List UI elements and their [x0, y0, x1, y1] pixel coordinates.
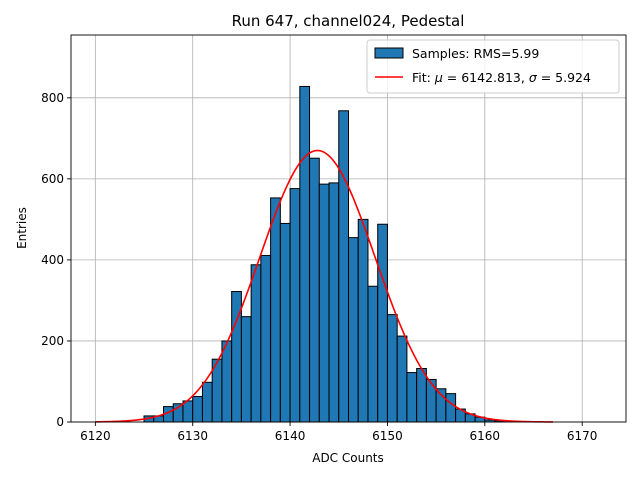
- legend-samples-label: Samples: RMS=5.99: [412, 46, 539, 61]
- legend-fit-label: Fit: μ = 6142.813, σ = 5.924: [412, 70, 591, 85]
- y-axis-ticks: 0 200 400 600 800: [41, 91, 71, 429]
- legend-box: [366, 39, 620, 94]
- x-axis-label: ADC Counts: [312, 451, 384, 465]
- y-axis-label: Entries: [15, 207, 29, 249]
- legend-samples-swatch: [374, 47, 404, 59]
- x-tick-label: 6120: [80, 429, 111, 443]
- y-tick-label: 0: [56, 415, 64, 429]
- histogram-bar: [367, 285, 379, 423]
- y-tick-label: 200: [41, 334, 64, 348]
- histogram-bar: [182, 400, 194, 423]
- histogram-bar: [338, 110, 349, 423]
- axes-frame: [70, 34, 627, 423]
- histogram-bar: [406, 372, 418, 423]
- histogram-bar: [260, 254, 272, 423]
- histogram-bar: [377, 223, 388, 423]
- histogram-bar: [192, 395, 203, 423]
- x-tick-label: 6130: [177, 429, 208, 443]
- histogram-bar: [240, 316, 252, 423]
- x-tick-label: 6140: [275, 429, 306, 443]
- legend-fit-mu: μ: [434, 70, 443, 85]
- legend-fit-mu-value: = 6142.813,: [443, 70, 529, 85]
- x-tick-label: 6160: [470, 429, 501, 443]
- y-tick-label: 800: [41, 91, 64, 105]
- legend-fit-sigma: σ: [529, 70, 538, 85]
- histogram-bar: [289, 188, 301, 423]
- fit-curve: [95, 149, 553, 423]
- x-tick-label: 6170: [567, 429, 598, 443]
- legend-fit-prefix: Fit:: [412, 70, 435, 85]
- legend-fit-sigma-value: = 5.924: [537, 70, 591, 85]
- chart-title: Run 647, channel024, Pedestal: [232, 12, 465, 30]
- histogram-bar: [299, 85, 311, 423]
- legend: Samples: RMS=5.99 Fit: μ = 6142.813, σ =…: [366, 39, 620, 94]
- histogram-bar: [396, 335, 408, 423]
- histogram-bar: [328, 182, 340, 423]
- x-tick-label: 6150: [372, 429, 403, 443]
- y-tick-label: 400: [41, 253, 64, 267]
- histogram-bar: [250, 264, 262, 423]
- fit-curve-group: [95, 149, 553, 423]
- histogram-bar: [221, 340, 233, 423]
- histogram-bar: [416, 368, 427, 423]
- histogram-bar: [348, 237, 359, 423]
- histogram-bar: [445, 393, 457, 423]
- histogram-bar: [270, 197, 281, 423]
- y-tick-label: 600: [41, 172, 64, 186]
- histogram-bar: [318, 183, 330, 423]
- histogram-bar: [279, 222, 291, 423]
- histogram-bar: [425, 378, 437, 423]
- histogram-bar: [201, 381, 213, 423]
- x-axis-ticks: 6120 6130 6140 6150 6160 6170: [80, 422, 597, 443]
- histogram-bar: [386, 314, 398, 423]
- histogram-bar: [357, 218, 369, 423]
- histogram-bar: [309, 157, 320, 423]
